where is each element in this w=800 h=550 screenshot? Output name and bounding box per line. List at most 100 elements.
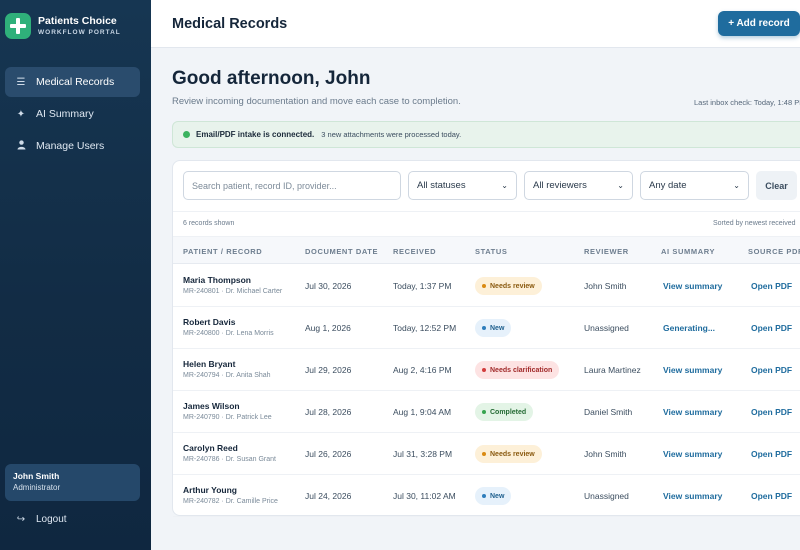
divider [173, 211, 800, 212]
intake-status-banner: Email/PDF intake is connected. 3 new att… [172, 121, 800, 148]
received-time: Jul 30, 11:02 AM [393, 491, 456, 501]
column-header-status[interactable]: STATUS [475, 247, 508, 256]
table-row[interactable]: Robert Davis MR-240800 · Dr. Lena Morris A… [173, 307, 800, 349]
document-date: Jul 29, 2026 [305, 365, 352, 375]
column-header-source-pdf[interactable]: SOURCE PDF [748, 247, 800, 256]
record-id: MR-240800 · Dr. Lena Morris [183, 330, 274, 337]
logout-icon: ↪ [16, 514, 26, 525]
date-filter-select[interactable]: Any date ⌄ [640, 171, 749, 200]
view-summary-link[interactable]: View summary [663, 491, 723, 501]
status-label: New [490, 492, 505, 500]
page-title: Medical Records [172, 16, 288, 32]
greeting-title: Good afternoon, John [172, 68, 371, 89]
column-header-ai-summary[interactable]: AI SUMMARY [661, 247, 716, 256]
brand-subtitle: WORKFLOW PORTAL [38, 28, 121, 36]
patient-name: Maria Thompson [183, 275, 252, 285]
table-row[interactable]: Arthur Young MR-240782 · Dr. Camille Pric… [173, 475, 800, 517]
column-header-patient[interactable]: PATIENT / RECORD [183, 247, 263, 256]
reviewer-name: Unassigned [584, 491, 629, 501]
view-summary-link[interactable]: View summary [663, 365, 723, 375]
banner-text: 3 new attachments were processed today. [321, 130, 462, 139]
sidebar-nav: ☰ Medical Records ✦ AI Summary Manage Us… [5, 67, 140, 163]
sidebar-item-label: Medical Records [36, 76, 115, 88]
table-header: PATIENT / RECORD DOCUMENT DATE RECEIVED … [173, 236, 800, 264]
banner-heading: Email/PDF intake is connected. [196, 130, 315, 139]
view-summary-link[interactable]: View summary [663, 281, 723, 291]
status-dot-icon [183, 131, 190, 138]
open-pdf-link[interactable]: Open PDF [751, 365, 793, 375]
document-date: Jul 24, 2026 [305, 491, 352, 501]
view-summary-link[interactable]: View summary [663, 407, 723, 417]
reviewer-name: Laura Martinez [584, 365, 641, 375]
open-pdf-link[interactable]: Open PDF [751, 449, 793, 459]
user-role: Administrator [13, 483, 61, 492]
patient-name: Helen Bryant [183, 359, 236, 369]
column-header-document-date[interactable]: DOCUMENT DATE [305, 247, 379, 256]
status-badge: Needs clarification [475, 361, 560, 379]
add-record-button[interactable]: + Add record [718, 11, 800, 36]
status-dot-icon [482, 452, 486, 456]
table-row[interactable]: Maria Thompson MR-240801 · Dr. Michael Ca… [173, 265, 800, 307]
clear-filters-button[interactable]: Clear [756, 171, 797, 200]
received-time: Jul 31, 3:28 PM [393, 449, 453, 459]
column-header-reviewer[interactable]: REVIEWER [584, 247, 629, 256]
logout-button[interactable]: ↪ Logout [15, 514, 67, 525]
patient-name: Robert Davis [183, 317, 236, 327]
status-label: Needs clarification [490, 366, 553, 374]
sidebar-item-label: Manage Users [36, 140, 105, 152]
column-header-received[interactable]: RECEIVED [393, 247, 437, 256]
status-filter-value: All statuses [417, 180, 466, 191]
sort-indicator: Sorted by newest received [713, 220, 796, 227]
status-badge: New [475, 319, 512, 337]
sidebar-item-manage-users[interactable]: Manage Users [5, 131, 140, 161]
status-dot-icon [482, 368, 486, 372]
sparkle-icon: ✦ [16, 108, 26, 120]
table-row[interactable]: James Wilson MR-240790 · Dr. Patrick Lee J… [173, 391, 800, 433]
status-filter-select[interactable]: All statuses ⌄ [408, 171, 517, 200]
record-id: MR-240786 · Dr. Susan Grant [183, 456, 276, 463]
status-badge: Needs review [475, 277, 542, 295]
user-card[interactable]: John Smith Administrator [5, 464, 140, 501]
list-icon: ☰ [16, 76, 26, 88]
status-dot-icon [482, 326, 486, 330]
sidebar-item-ai-summary[interactable]: ✦ AI Summary [5, 99, 140, 129]
sidebar: Patients Choice WORKFLOW PORTAL ☰ Medica… [0, 0, 151, 550]
chevron-down-icon: ⌄ [733, 181, 740, 190]
document-date: Jul 30, 2026 [305, 281, 352, 291]
sidebar-item-medical-records[interactable]: ☰ Medical Records [5, 67, 140, 97]
search-input[interactable] [183, 171, 401, 200]
plus-cross-icon [5, 13, 31, 39]
inbox-check-timestamp: Last inbox check: Today, 1:48 PM [694, 98, 800, 107]
chevron-down-icon: ⌄ [617, 181, 624, 190]
records-count: 6 records shown [183, 220, 235, 227]
open-pdf-link[interactable]: Open PDF [751, 323, 793, 333]
patient-cell: James Wilson MR-240790 · Dr. Patrick Lee [183, 401, 272, 421]
view-summary-link[interactable]: Generating... [663, 323, 715, 333]
reviewer-name: Unassigned [584, 323, 629, 333]
status-dot-icon [482, 494, 486, 498]
reviewer-name: John Smith [584, 281, 627, 291]
received-time: Aug 2, 4:16 PM [393, 365, 452, 375]
status-label: New [490, 324, 505, 332]
record-id: MR-240782 · Dr. Camille Price [183, 498, 278, 505]
received-time: Today, 1:37 PM [393, 281, 452, 291]
status-dot-icon [482, 284, 486, 288]
status-badge: New [475, 487, 512, 505]
patient-cell: Arthur Young MR-240782 · Dr. Camille Pric… [183, 485, 278, 505]
patient-name: James Wilson [183, 401, 240, 411]
table-row[interactable]: Helen Bryant MR-240794 · Dr. Anita Shah Ju… [173, 349, 800, 391]
status-dot-icon [482, 410, 486, 414]
view-summary-link[interactable]: View summary [663, 449, 723, 459]
record-id: MR-240790 · Dr. Patrick Lee [183, 414, 272, 421]
records-panel: All statuses ⌄ All reviewers ⌄ Any date … [172, 160, 800, 517]
greeting-subtitle: Review incoming documentation and move e… [172, 96, 461, 107]
table-row[interactable]: Carolyn Reed MR-240786 · Dr. Susan Grant J… [173, 433, 800, 475]
document-date: Jul 28, 2026 [305, 407, 352, 417]
open-pdf-link[interactable]: Open PDF [751, 407, 793, 417]
reviewer-filter-select[interactable]: All reviewers ⌄ [524, 171, 633, 200]
open-pdf-link[interactable]: Open PDF [751, 281, 793, 291]
open-pdf-link[interactable]: Open PDF [751, 491, 793, 501]
brand-name: Patients Choice [38, 14, 117, 27]
logout-label: Logout [36, 514, 67, 525]
record-id: MR-240794 · Dr. Anita Shah [183, 372, 271, 379]
